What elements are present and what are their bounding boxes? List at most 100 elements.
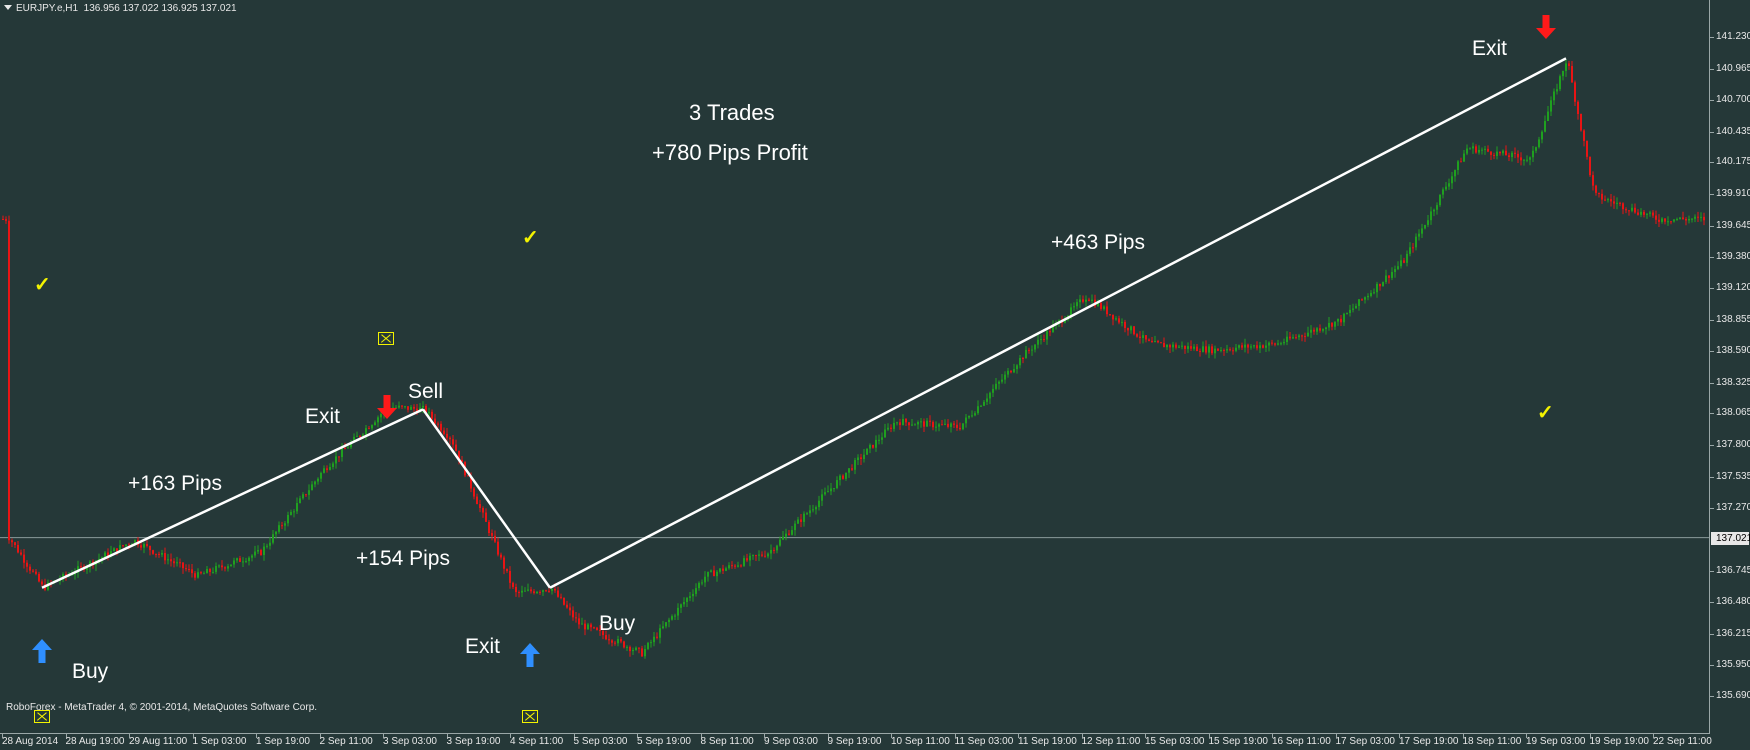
candle-body — [788, 533, 790, 535]
candle-body — [269, 542, 271, 546]
candle-body — [878, 439, 880, 441]
candle-body — [1595, 185, 1597, 193]
candle-body — [362, 434, 364, 437]
time-axis-label: 9 Sep 19:00 — [827, 736, 882, 747]
candle-body — [1592, 175, 1594, 186]
candle-body — [1478, 149, 1480, 153]
candle-body — [1577, 101, 1579, 115]
time-axis-label: 9 Sep 03:00 — [764, 736, 818, 747]
exit-label-1: Exit — [305, 405, 341, 428]
candle-body — [1070, 307, 1072, 316]
close-marker-icon — [522, 710, 538, 723]
candle-body — [443, 430, 445, 434]
candle-body — [998, 381, 1000, 384]
price-axis-label: 140.435 — [1716, 125, 1750, 137]
candle-body — [356, 435, 358, 437]
symbol-header[interactable]: EURJPY.e,H1 136.956 137.022 136.925 137.… — [4, 3, 237, 14]
candle-body — [827, 491, 829, 493]
candle-body — [1589, 156, 1591, 176]
candle-body — [1700, 216, 1702, 218]
candle-body — [569, 607, 571, 611]
candle-body — [986, 398, 988, 402]
candle-body — [1697, 216, 1699, 218]
candle-body — [764, 555, 766, 557]
candle-body — [341, 448, 343, 458]
candle-body — [77, 566, 79, 573]
candle-body — [1289, 336, 1291, 339]
candle-body — [1415, 236, 1417, 248]
time-axis-tick — [2, 734, 3, 738]
candle-body — [668, 619, 670, 623]
candle-body — [1376, 283, 1378, 293]
candle-body — [1139, 336, 1141, 338]
candle-body — [245, 561, 247, 563]
time-axis-label: 19 Sep 19:00 — [1589, 736, 1650, 747]
candle-body — [965, 417, 967, 424]
price-axis-label: 135.950 — [1716, 659, 1750, 671]
candle-body — [791, 530, 793, 535]
candle-body — [311, 484, 313, 491]
candle-body — [1256, 345, 1258, 349]
candle-body — [1541, 131, 1543, 140]
candle-body — [749, 555, 751, 561]
candle-body — [635, 647, 637, 650]
candle-body — [806, 513, 808, 515]
price-axis-label: 140.965 — [1716, 62, 1750, 74]
candle-body — [335, 456, 337, 464]
candle-body — [1607, 199, 1609, 201]
candle-body — [344, 448, 346, 450]
candle-body — [737, 565, 739, 567]
candle-body — [512, 582, 514, 587]
candle-body — [272, 534, 274, 543]
candle-body — [1649, 212, 1651, 214]
candle-body — [1028, 349, 1030, 351]
candle-body — [161, 553, 163, 555]
candle-body — [1499, 151, 1501, 154]
candle-body — [527, 589, 529, 591]
candle-body — [1127, 327, 1129, 331]
price-axis-tick — [1710, 287, 1714, 289]
time-axis-label: 5 Sep 19:00 — [637, 736, 691, 747]
candle-body — [1334, 321, 1336, 327]
dropdown-triangle-icon[interactable] — [4, 5, 12, 10]
candle-body — [353, 436, 355, 443]
candle-body — [857, 457, 859, 461]
candle-body — [242, 561, 244, 563]
candle-body — [380, 414, 382, 418]
time-axis-tick — [446, 734, 448, 738]
time-axis-tick — [129, 734, 130, 738]
candle-body — [26, 562, 28, 567]
candle-body — [407, 406, 409, 410]
candle-body — [1331, 322, 1333, 327]
candle-body — [644, 648, 646, 657]
candle-body — [404, 406, 406, 408]
candle-body — [1394, 269, 1396, 273]
candle-body — [1466, 148, 1468, 154]
candle-body — [962, 423, 964, 430]
candle-body — [347, 447, 349, 449]
buy-arrow-icon — [520, 643, 540, 667]
candle-body — [1625, 209, 1627, 211]
pips-trade-3-label: +463 Pips — [1051, 231, 1145, 254]
candle-body — [179, 562, 181, 564]
price-axis-tick — [1710, 194, 1714, 196]
candle-body — [224, 567, 226, 569]
candle-body — [1469, 148, 1471, 150]
price-axis-tick — [1710, 68, 1714, 70]
candle-body — [248, 557, 250, 562]
candle-body — [1604, 199, 1606, 201]
time-axis-label: 1 Sep 03:00 — [192, 736, 247, 747]
candle-body — [317, 478, 319, 482]
time-axis-tick — [1526, 734, 1527, 738]
candle-body — [1454, 170, 1456, 177]
buy-arrow-icon — [32, 639, 52, 663]
candle-body — [1271, 342, 1273, 344]
price-axis-tick — [1710, 413, 1714, 415]
candle-body — [974, 413, 976, 416]
candle-body — [314, 481, 316, 485]
candle-body — [1643, 211, 1645, 215]
price-plot-area[interactable]: EURJPY.e,H1 136.956 137.022 136.925 137.… — [0, 0, 1710, 734]
candle-body — [1598, 192, 1600, 194]
candle-body — [533, 591, 535, 594]
